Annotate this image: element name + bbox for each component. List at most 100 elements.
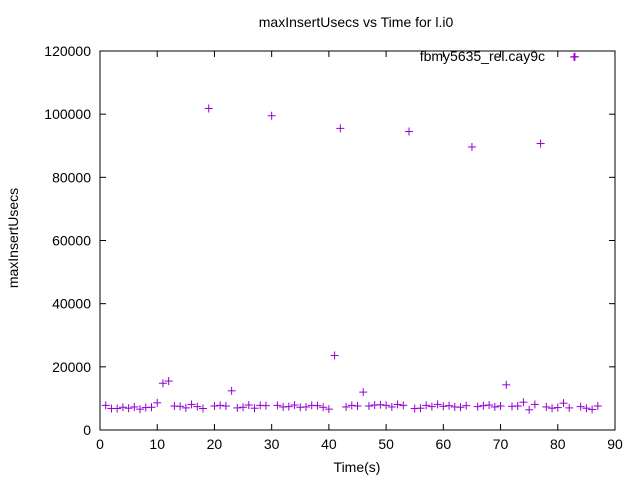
data-point bbox=[233, 403, 242, 412]
y-tick-label: 0 bbox=[83, 422, 91, 438]
data-point bbox=[347, 401, 356, 410]
data-point bbox=[239, 403, 248, 412]
data-point bbox=[593, 401, 602, 410]
data-point bbox=[525, 405, 534, 414]
data-point bbox=[433, 400, 442, 409]
data-point bbox=[153, 398, 162, 407]
data-point bbox=[181, 403, 190, 412]
data-point bbox=[582, 404, 591, 413]
data-point bbox=[273, 401, 282, 410]
x-tick-label: 10 bbox=[149, 436, 165, 452]
data-point bbox=[136, 405, 145, 414]
data-point bbox=[336, 124, 345, 133]
y-tick-label: 60000 bbox=[52, 233, 91, 249]
data-point bbox=[250, 404, 259, 413]
data-point bbox=[176, 402, 185, 411]
data-point bbox=[405, 127, 413, 136]
y-tick-label: 80000 bbox=[52, 169, 91, 185]
data-point bbox=[290, 401, 299, 410]
y-tick-label: 20000 bbox=[52, 359, 91, 375]
data-point bbox=[221, 401, 230, 410]
data-point bbox=[101, 401, 110, 410]
data-point bbox=[456, 403, 465, 412]
x-tick-label: 40 bbox=[321, 436, 337, 452]
y-axis-ticks: 0 20000 40000 60000 80000 100000 120000 bbox=[44, 43, 615, 438]
data-point bbox=[158, 379, 167, 388]
x-tick-label: 70 bbox=[493, 436, 509, 452]
data-point bbox=[216, 401, 225, 410]
data-point bbox=[382, 401, 391, 410]
data-point bbox=[490, 402, 499, 411]
data-point bbox=[467, 143, 476, 152]
data-point bbox=[324, 405, 333, 414]
x-tick-label: 60 bbox=[436, 436, 452, 452]
x-axis-ticks: 0 10 20 30 40 50 60 70 80 90 bbox=[96, 51, 623, 452]
x-tick-label: 90 bbox=[607, 436, 623, 452]
data-point bbox=[576, 402, 585, 411]
x-tick-label: 50 bbox=[378, 436, 394, 452]
x-tick-label: 20 bbox=[207, 436, 223, 452]
data-point bbox=[244, 401, 253, 410]
data-point bbox=[193, 402, 202, 411]
data-point bbox=[130, 402, 139, 411]
x-axis-label: Time(s) bbox=[334, 459, 381, 475]
data-point bbox=[548, 404, 557, 413]
data-point bbox=[439, 402, 448, 411]
y-tick-label: 40000 bbox=[52, 296, 91, 312]
data-point bbox=[502, 380, 511, 389]
data-point bbox=[359, 388, 368, 397]
data-point bbox=[364, 401, 373, 410]
data-point bbox=[542, 402, 551, 411]
y-axis-label: maxInsertUsecs bbox=[5, 188, 21, 288]
data-point bbox=[416, 404, 425, 413]
data-point bbox=[204, 104, 213, 113]
data-point bbox=[342, 402, 351, 411]
data-point bbox=[393, 400, 402, 409]
data-point bbox=[422, 401, 431, 410]
data-point bbox=[330, 351, 339, 360]
x-tick-label: 0 bbox=[96, 436, 104, 452]
data-point bbox=[399, 401, 408, 410]
y-tick-label: 100000 bbox=[44, 106, 91, 122]
data-points bbox=[101, 52, 602, 414]
data-point bbox=[565, 403, 574, 412]
data-point bbox=[187, 400, 196, 409]
data-point bbox=[485, 401, 494, 410]
data-point bbox=[118, 403, 127, 412]
x-tick-label: 30 bbox=[264, 436, 280, 452]
data-point bbox=[267, 111, 276, 120]
data-point bbox=[445, 401, 454, 410]
data-point bbox=[313, 401, 322, 410]
data-point bbox=[536, 139, 545, 148]
data-point bbox=[473, 402, 482, 411]
data-point bbox=[199, 404, 207, 413]
legend-label: fbmy5635_rel.cay9c bbox=[420, 48, 545, 64]
data-point bbox=[427, 402, 436, 411]
data-point bbox=[496, 401, 505, 410]
data-point bbox=[353, 401, 362, 410]
data-point bbox=[513, 401, 522, 410]
data-point bbox=[462, 401, 471, 410]
data-point bbox=[124, 404, 133, 413]
data-point bbox=[210, 401, 219, 410]
chart-title: maxInsertUsecs vs Time for l.i0 bbox=[259, 14, 454, 30]
data-point bbox=[284, 402, 293, 411]
data-point bbox=[164, 377, 173, 386]
data-point bbox=[530, 400, 539, 409]
x-tick-label: 80 bbox=[550, 436, 566, 452]
data-point bbox=[588, 405, 597, 414]
data-point bbox=[113, 404, 122, 413]
data-point bbox=[559, 399, 568, 408]
y-tick-label: 120000 bbox=[44, 43, 91, 59]
data-point bbox=[319, 403, 328, 412]
data-point bbox=[302, 402, 310, 411]
data-point bbox=[387, 402, 396, 411]
data-point bbox=[376, 400, 385, 409]
data-point bbox=[553, 403, 562, 412]
data-point bbox=[261, 401, 270, 410]
data-point bbox=[227, 386, 236, 395]
data-point bbox=[147, 403, 156, 412]
data-point bbox=[519, 398, 528, 407]
